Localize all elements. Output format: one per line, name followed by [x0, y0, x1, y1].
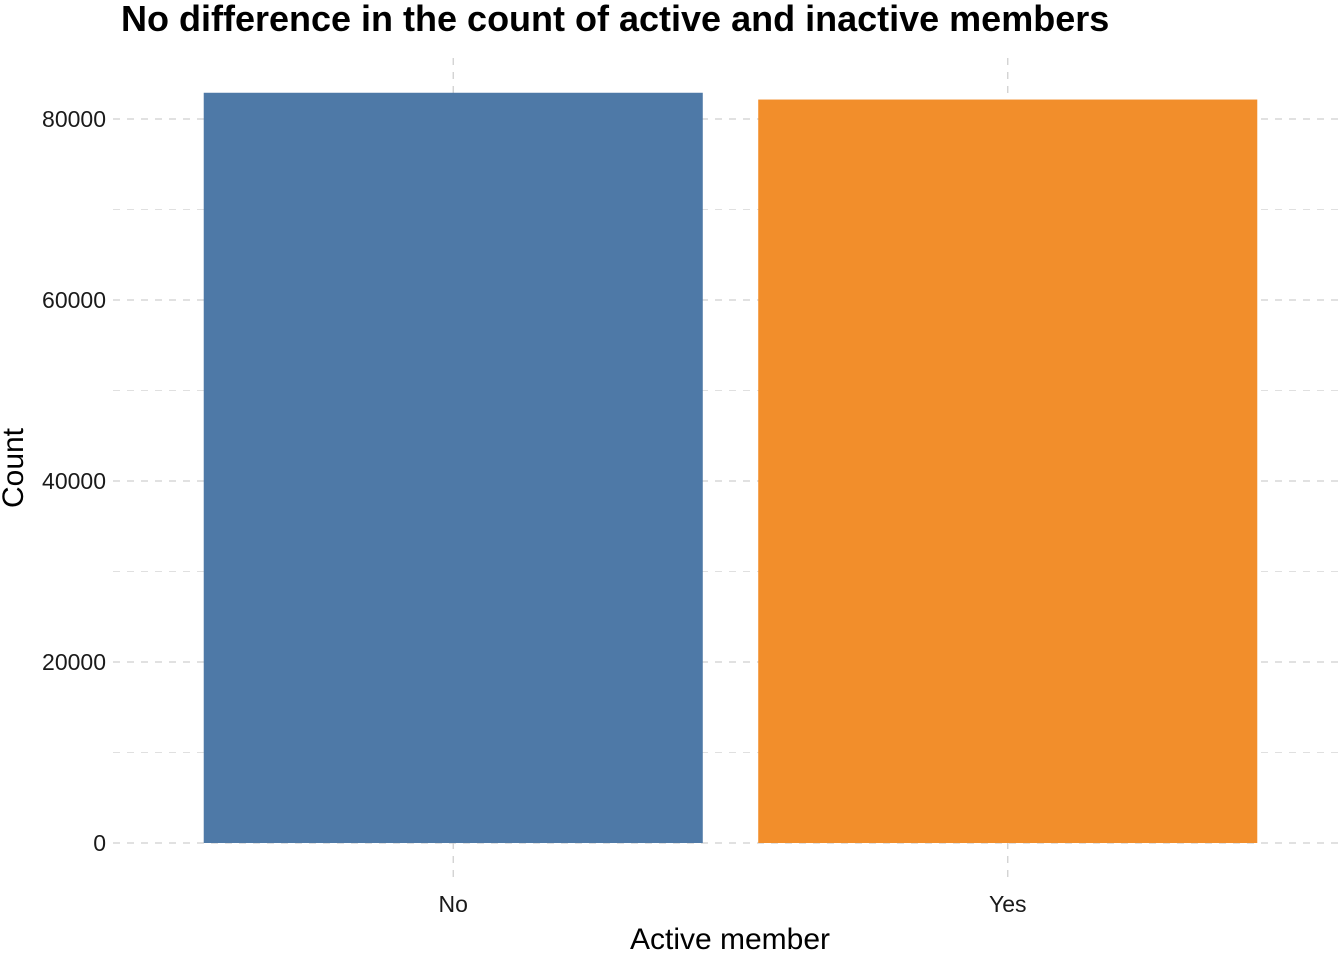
y-axis-ticks: 0 20000 40000 60000 80000	[42, 106, 106, 856]
y-axis-title: Count	[0, 427, 30, 508]
bars	[203, 92, 1258, 844]
y-tick-label: 20000	[42, 649, 106, 675]
bar-yes	[758, 99, 1258, 844]
y-tick-label: 80000	[42, 106, 106, 132]
x-axis-title: Active member	[630, 923, 830, 956]
bar-no	[203, 92, 703, 843]
x-tick-label: No	[439, 891, 468, 917]
y-tick-label: 0	[93, 830, 106, 856]
y-tick-label: 40000	[42, 468, 106, 494]
x-tick-label: Yes	[989, 891, 1027, 917]
chart-title: No difference in the count of active and…	[121, 0, 1109, 39]
x-axis-ticks: No Yes	[439, 891, 1027, 917]
y-tick-label: 60000	[42, 287, 106, 313]
